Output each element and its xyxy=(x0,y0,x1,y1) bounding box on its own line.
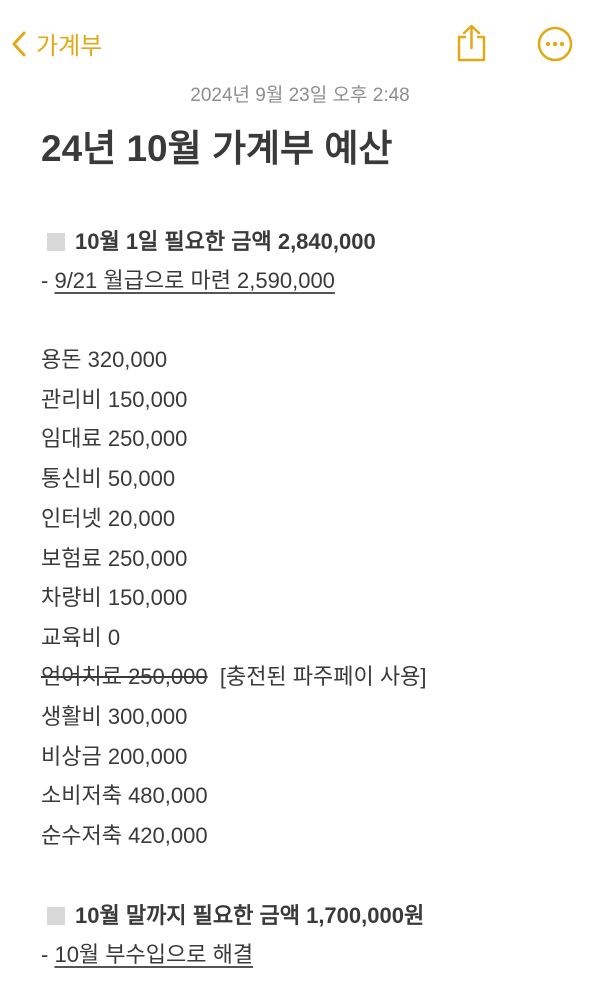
square-bullet-icon xyxy=(47,907,65,925)
note-date-text: 2024년 9월 23일 오후 2:48 xyxy=(190,85,410,106)
budget-item: 차량비 150,000 xyxy=(41,585,188,611)
section-subline: - 10월 부수입으로 해결 xyxy=(41,937,253,969)
budget-item: 관리비 150,000 xyxy=(41,386,188,412)
struck-item-note: [충전된 파주페이 사용] xyxy=(219,664,427,689)
back-button[interactable]: 가계부 xyxy=(12,26,102,61)
share-icon xyxy=(457,24,486,62)
budget-item: 생활비 300,000 xyxy=(41,704,188,729)
more-icon xyxy=(537,26,573,62)
budget-item: 인터넷 20,000 xyxy=(41,505,176,531)
dash: - xyxy=(41,942,55,967)
underlined-text: 9/21 월급으로 마련 2,590,000 xyxy=(54,268,335,293)
budget-item: 보험료 250,000 xyxy=(41,545,188,571)
section-heading: 10월 말까지 필요한 금액 1,700,000원 xyxy=(41,898,424,930)
section-heading-text: 10월 말까지 필요한 금액 1,700,000원 xyxy=(75,903,425,928)
budget-item: 용돈 320,000 xyxy=(41,347,168,372)
chevron-left-icon xyxy=(12,31,26,56)
section-heading: 10월 1일 필요한 금액 2,840,000 xyxy=(41,224,376,256)
budget-item: 통신비 50,000 xyxy=(41,466,176,492)
underlined-text: 10월 부수입으로 해결 xyxy=(54,942,254,967)
budget-item: 순수저축 420,000 xyxy=(41,823,208,849)
section-heading-text: 10월 1일 필요한 금액 2,840,000 xyxy=(75,229,376,254)
budget-item: 비상금 200,000 xyxy=(41,743,188,769)
more-button[interactable] xyxy=(537,26,573,67)
budget-item: 임대료 250,000 xyxy=(41,426,188,452)
back-label: 가계부 xyxy=(36,33,103,60)
budget-item: 소비저축 480,000 xyxy=(41,783,208,809)
budget-item: 교육비 0 xyxy=(41,624,121,650)
square-bullet-icon xyxy=(47,233,65,251)
note-date: 2024년 9월 23일 오후 2:48 xyxy=(0,80,600,107)
dash: - xyxy=(41,268,55,293)
navigation-bar: 가계부 xyxy=(0,0,600,80)
struck-item: 언어치료 250,000 [충전된 파주페이 사용] xyxy=(41,659,426,691)
share-button[interactable] xyxy=(455,24,489,67)
section-subline: - 9/21 월급으로 마련 2,590,000 xyxy=(41,263,335,295)
note-title: 24년 10월 가계부 예산 xyxy=(41,128,393,169)
struck-item-text: 언어치료 250,000 xyxy=(41,664,208,689)
